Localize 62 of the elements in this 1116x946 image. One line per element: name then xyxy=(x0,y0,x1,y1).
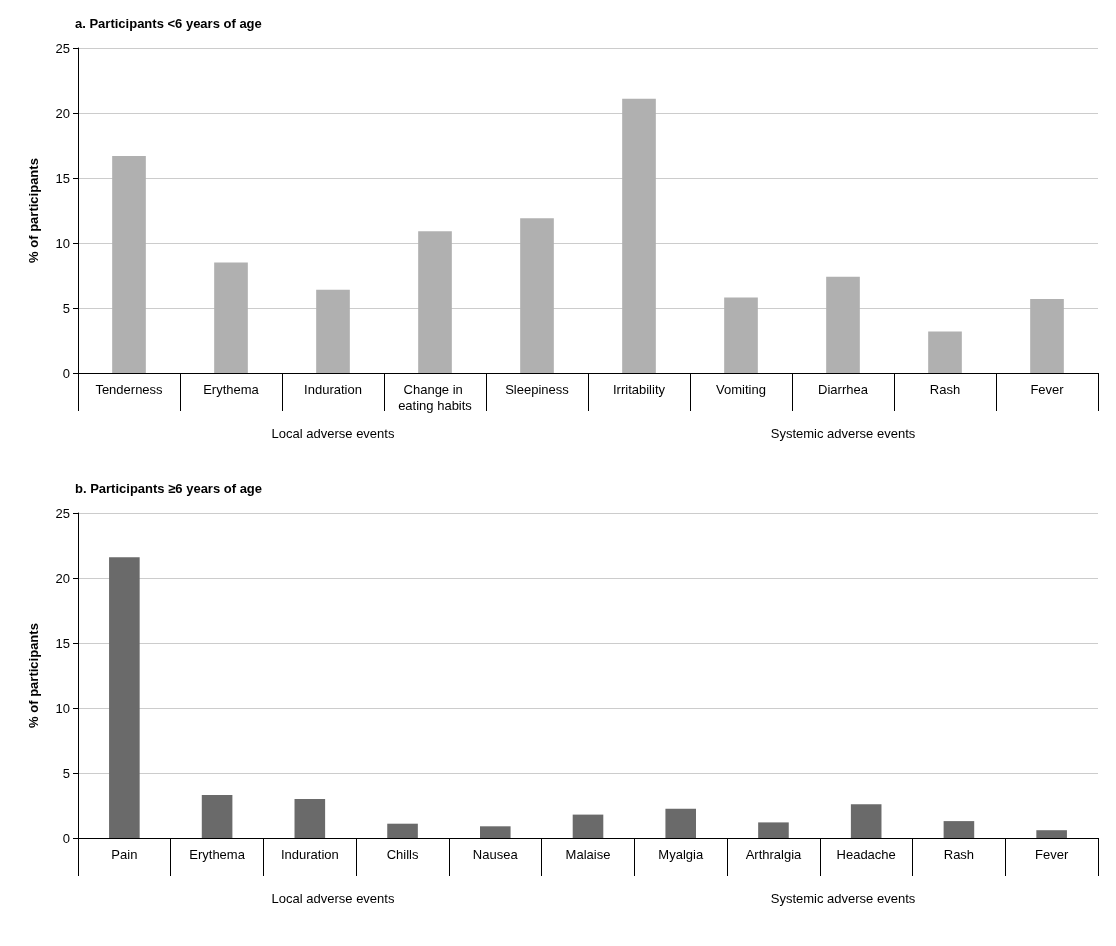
chart-title: a. Participants <6 years of age xyxy=(75,16,262,31)
x-tick-label: Erythema xyxy=(203,381,260,397)
y-tick-label: 10 xyxy=(55,235,70,251)
y-tick-label: 0 xyxy=(62,365,70,381)
text: Local adverse events xyxy=(271,890,395,906)
x-tick-label: Malaise xyxy=(565,846,611,862)
bar xyxy=(418,231,452,373)
bar xyxy=(109,557,140,838)
x-tick-label: Headache xyxy=(836,846,896,862)
y-tick-label: 15 xyxy=(55,635,70,651)
text: Systemic adverse events xyxy=(770,890,916,906)
x-tick-label: Myalgia xyxy=(658,846,704,862)
chart-title: b. Participants ≥6 years of age xyxy=(75,481,263,496)
bar xyxy=(201,795,233,838)
x-tick-label: Induration xyxy=(304,381,362,397)
x-tick-label: Chills xyxy=(386,846,419,862)
x-tick-label: Rash xyxy=(929,381,961,397)
x-tick-label: Arthralgia xyxy=(745,846,803,862)
bar xyxy=(294,799,326,838)
bar xyxy=(850,804,882,838)
x-tick-label: Change in eating habits xyxy=(398,381,473,413)
x-tick-label: Erythema xyxy=(189,846,246,862)
x-tick-label: Sleepiness xyxy=(505,381,570,397)
y-tick-label: 5 xyxy=(62,300,70,316)
bar xyxy=(214,262,248,373)
x-tick-label: Induration xyxy=(280,846,339,862)
bar xyxy=(572,814,604,838)
bar xyxy=(943,821,975,838)
y-tick-label: 20 xyxy=(55,570,70,586)
bar xyxy=(665,808,697,838)
x-tick-label: Vomiting xyxy=(716,381,766,397)
y-tick-label: 20 xyxy=(55,105,70,121)
y-tick-label: 25 xyxy=(55,40,70,56)
x-tick-label: Nausea xyxy=(472,846,519,862)
x-tick-label: Pain xyxy=(111,846,138,862)
bar xyxy=(1030,298,1064,373)
text: Local adverse events xyxy=(271,425,395,441)
bar xyxy=(112,155,146,373)
bar xyxy=(928,331,962,373)
x-tick-label: Rash xyxy=(943,846,975,862)
y-tick-label: 0 xyxy=(62,830,70,846)
y-tick-label: 15 xyxy=(55,170,70,186)
bar xyxy=(622,98,656,373)
bar xyxy=(1036,830,1067,838)
y-axis-title: % of participants xyxy=(26,158,41,263)
bar xyxy=(758,822,789,838)
bar xyxy=(316,289,350,373)
x-tick-label: Diarrhea xyxy=(818,381,869,397)
x-tick-label: Fever xyxy=(1030,381,1065,397)
bar xyxy=(387,823,418,838)
x-tick-label: Irritability xyxy=(612,381,666,397)
y-axis-title: % of participants xyxy=(26,623,41,728)
bar xyxy=(724,297,758,373)
x-tick-label: Fever xyxy=(1035,846,1069,862)
bar xyxy=(520,218,554,373)
text: Systemic adverse events xyxy=(770,425,916,441)
y-tick-label: 10 xyxy=(55,700,70,716)
bar xyxy=(479,826,511,838)
x-tick-label: Tenderness xyxy=(95,381,164,397)
bar xyxy=(826,276,860,373)
y-tick-label: 25 xyxy=(55,505,70,521)
y-tick-label: 5 xyxy=(62,765,70,781)
